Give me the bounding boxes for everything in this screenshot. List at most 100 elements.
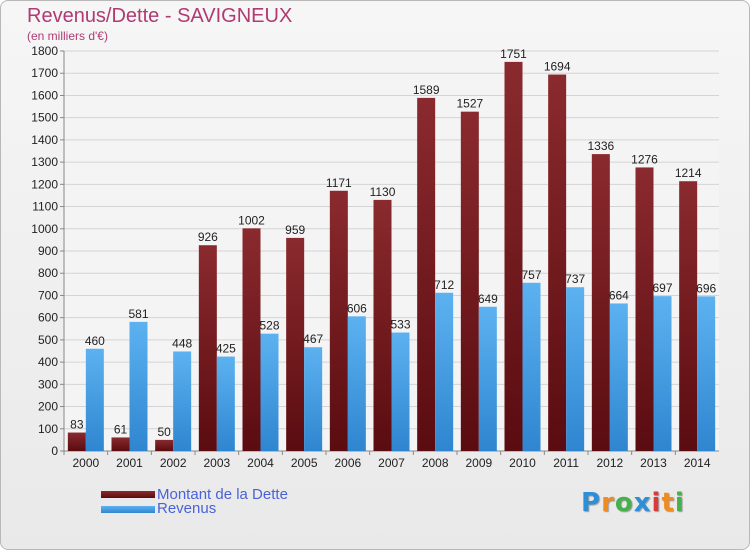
x-tick-label: 2007 xyxy=(378,456,405,470)
bar-dette xyxy=(67,432,86,451)
bar-dette xyxy=(373,199,392,451)
data-label-dette: 1336 xyxy=(587,139,614,153)
y-tick-label: 1200 xyxy=(31,177,58,191)
data-label-revenus: 696 xyxy=(696,281,716,295)
data-label-revenus: 460 xyxy=(85,334,105,348)
logo-letter: P xyxy=(581,488,602,518)
y-tick-label: 1700 xyxy=(31,66,58,80)
x-tick-label: 2000 xyxy=(72,456,99,470)
x-tick-label: 2003 xyxy=(203,456,230,470)
data-label-dette: 926 xyxy=(198,230,218,244)
y-tick-label: 1400 xyxy=(31,133,58,147)
logo-letter: t xyxy=(661,488,675,518)
bar-revenus xyxy=(304,347,323,451)
data-label-revenus: 425 xyxy=(216,342,236,356)
y-tick-label: 600 xyxy=(38,311,58,325)
bar-dette xyxy=(417,97,436,451)
y-tick-label: 0 xyxy=(51,444,58,458)
y-tick-label: 900 xyxy=(38,244,58,258)
chart-subtitle: (en milliers d'€) xyxy=(27,29,108,43)
logo-letter: i xyxy=(674,488,685,518)
bar-revenus xyxy=(478,306,497,451)
y-tick-label: 800 xyxy=(38,266,58,280)
logo-letter: r xyxy=(601,488,615,518)
proxiti-logo: Proxiti xyxy=(581,488,685,518)
bar-revenus xyxy=(391,332,410,451)
bar-dette xyxy=(591,154,610,451)
data-label-revenus: 712 xyxy=(434,278,454,292)
data-label-dette: 1002 xyxy=(238,213,265,227)
x-tick-label: 2004 xyxy=(247,456,274,470)
data-label-dette: 1751 xyxy=(500,47,527,61)
y-tick-label: 1800 xyxy=(31,44,58,58)
bar-revenus xyxy=(85,348,104,451)
data-label-dette: 1589 xyxy=(413,83,440,97)
bar-dette xyxy=(504,61,523,452)
x-tick-label: 2010 xyxy=(509,456,536,470)
bar-revenus xyxy=(129,321,148,451)
bar-revenus xyxy=(697,296,716,451)
y-tick-label: 400 xyxy=(38,355,58,369)
data-label-dette: 1214 xyxy=(675,166,702,180)
data-label-dette: 1694 xyxy=(544,60,571,74)
y-tick-label: 300 xyxy=(38,377,58,391)
bar-revenus xyxy=(347,316,366,451)
x-tick-label: 2005 xyxy=(291,456,318,470)
legend-label-revenus: Revenus xyxy=(157,500,217,517)
bar-dette xyxy=(329,190,348,451)
data-label-revenus: 448 xyxy=(172,336,192,350)
bar-revenus xyxy=(216,356,235,451)
data-label-dette: 61 xyxy=(114,422,128,436)
data-label-dette: 1130 xyxy=(370,185,396,199)
data-label-revenus: 533 xyxy=(390,318,410,332)
data-label-dette: 1527 xyxy=(456,97,483,111)
x-tick-label: 2008 xyxy=(422,456,449,470)
bar-revenus xyxy=(609,303,628,451)
y-tick-label: 1500 xyxy=(31,111,58,125)
x-tick-label: 2014 xyxy=(684,456,711,470)
logo-letter: i xyxy=(651,488,662,518)
bar-dette xyxy=(679,181,698,451)
legend-label-dette: Montant de la Dette xyxy=(157,486,288,503)
y-tick-label: 1000 xyxy=(31,222,58,236)
bar-revenus xyxy=(522,282,541,451)
legend-swatch-revenus xyxy=(101,506,155,513)
data-label-dette: 1276 xyxy=(631,152,658,166)
y-tick-label: 1100 xyxy=(32,200,58,214)
logo-letter: x xyxy=(633,488,652,518)
x-tick-label: 2001 xyxy=(116,456,143,470)
x-tick-label: 2002 xyxy=(160,456,187,470)
data-label-dette: 959 xyxy=(285,223,305,237)
bar-dette xyxy=(286,237,305,451)
bar-dette xyxy=(548,74,567,452)
y-tick-label: 200 xyxy=(38,400,58,414)
bar-dette xyxy=(242,228,261,451)
x-tick-label: 2012 xyxy=(596,456,623,470)
data-label-revenus: 757 xyxy=(521,268,541,282)
data-label-dette: 1171 xyxy=(326,176,352,190)
x-tick-label: 2011 xyxy=(553,456,579,470)
bar-revenus xyxy=(260,333,279,451)
bar-dette xyxy=(198,245,217,451)
bar-dette xyxy=(155,439,174,451)
data-label-revenus: 606 xyxy=(347,301,367,315)
data-label-revenus: 737 xyxy=(565,272,585,286)
chart-title: Revenus/Dette - SAVIGNEUX xyxy=(27,5,293,27)
logo-letter: o xyxy=(614,488,634,518)
bar-dette xyxy=(111,437,130,451)
bar-dette xyxy=(460,111,479,452)
data-label-revenus: 697 xyxy=(652,281,672,295)
data-label-dette: 83 xyxy=(70,418,84,432)
data-label-dette: 50 xyxy=(157,425,171,439)
data-label-revenus: 581 xyxy=(128,307,148,321)
legend-swatch-dette xyxy=(101,491,155,498)
y-tick-label: 500 xyxy=(38,333,58,347)
data-label-revenus: 649 xyxy=(478,292,498,306)
bar-revenus xyxy=(653,296,672,451)
x-tick-label: 2013 xyxy=(640,456,667,470)
bar-dette xyxy=(635,167,654,451)
bar-revenus xyxy=(435,292,454,451)
y-tick-label: 100 xyxy=(38,422,58,436)
